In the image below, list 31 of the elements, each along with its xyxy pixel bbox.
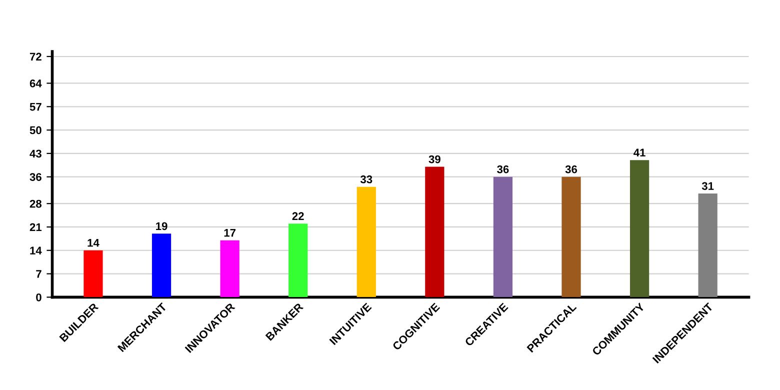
y-tick-label: 14 <box>30 246 42 254</box>
data-label: 33 <box>360 175 372 184</box>
y-tick-label: 7 <box>36 270 42 278</box>
data-label: 36 <box>565 165 578 174</box>
data-label: 14 <box>88 239 100 247</box>
y-tick-label: 0 <box>36 293 42 302</box>
y-tick-label: 21 <box>30 223 42 232</box>
bar <box>152 234 172 298</box>
bar <box>493 176 513 298</box>
y-tick-label: 43 <box>30 150 42 158</box>
data-label: 31 <box>702 182 714 190</box>
data-label: 41 <box>634 148 646 156</box>
bar <box>220 240 240 298</box>
bar <box>562 176 581 298</box>
bar <box>356 186 376 298</box>
bar <box>630 160 650 298</box>
data-label: 19 <box>156 222 168 230</box>
data-label: 17 <box>224 229 236 237</box>
bar <box>288 224 308 298</box>
data-label: 36 <box>497 165 509 174</box>
y-tick-label: 50 <box>30 126 42 134</box>
bar <box>698 194 718 298</box>
bar <box>425 166 444 298</box>
y-tick-label: 28 <box>30 200 42 208</box>
y-tick-label: 57 <box>30 103 42 111</box>
data-label: 22 <box>292 212 304 220</box>
y-tick-label: 36 <box>30 173 42 181</box>
data-label: 39 <box>428 155 440 164</box>
y-tick-label: 64 <box>30 80 42 88</box>
bar <box>84 250 103 298</box>
y-tick-label: 72 <box>30 52 42 61</box>
